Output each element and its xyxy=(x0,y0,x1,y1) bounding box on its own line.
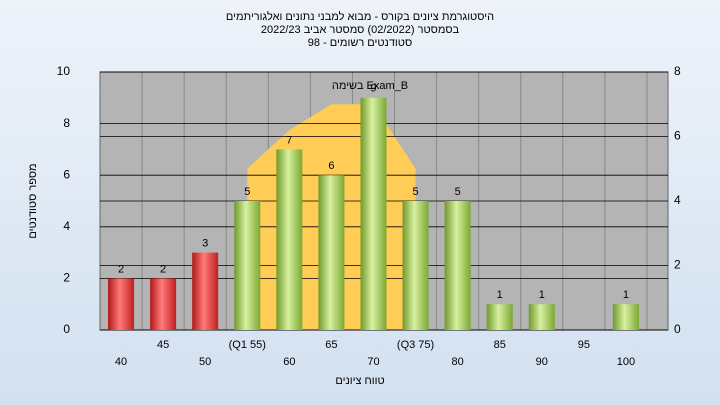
x-tick-label: 70 xyxy=(367,356,379,368)
value-label: 1 xyxy=(623,289,629,301)
bar xyxy=(234,201,261,330)
value-label: 6 xyxy=(328,160,334,172)
title-line: בסמסטר (02/2022) סמסטר אביב 2022/23 xyxy=(261,24,460,36)
x-axis-label: טווח ציונים xyxy=(335,375,384,387)
y2-tick-label: 2 xyxy=(674,258,681,272)
value-label: 1 xyxy=(539,289,545,301)
title-line: סטודנטים רשומים - 98 xyxy=(308,37,412,49)
x-tick-label: 90 xyxy=(536,356,548,368)
bar xyxy=(150,278,177,330)
value-label: 1 xyxy=(497,289,503,301)
bar xyxy=(486,304,513,330)
y-tick-label: 8 xyxy=(63,116,70,130)
title-line: היסטוגרמת ציונים בקורס - מבוא למבני נתונ… xyxy=(226,10,494,23)
y-axis-label: מספר סטודנטים xyxy=(27,163,39,238)
y2-tick-label: 8 xyxy=(674,64,681,78)
y-tick-label: 6 xyxy=(63,167,70,181)
y-tick-label: 0 xyxy=(63,322,70,336)
bar xyxy=(192,252,219,330)
bar xyxy=(108,278,135,330)
bar xyxy=(612,304,639,330)
y2-tick-label: 4 xyxy=(674,193,681,207)
value-label: 3 xyxy=(202,238,208,250)
bar xyxy=(276,149,303,330)
x-tick-label: 45 xyxy=(157,339,169,351)
annotation: בשימה Exam_B xyxy=(332,80,408,92)
value-label: 9 xyxy=(370,83,376,95)
x-tick-label: (Q3 75) xyxy=(397,339,434,351)
x-tick-label: 85 xyxy=(494,339,506,351)
bar xyxy=(444,201,471,330)
value-label: 2 xyxy=(160,263,166,275)
x-tick-label: 100 xyxy=(617,356,635,368)
x-tick-label: 60 xyxy=(283,356,295,368)
x-tick-label: 95 xyxy=(578,339,590,351)
y2-tick-label: 6 xyxy=(674,129,681,143)
value-label: 7 xyxy=(286,134,292,146)
bar xyxy=(318,175,345,330)
bar xyxy=(528,304,555,330)
value-label: 5 xyxy=(412,186,418,198)
x-tick-label: 65 xyxy=(325,339,337,351)
value-label: 2 xyxy=(118,263,124,275)
y-tick-label: 2 xyxy=(63,271,70,285)
value-label: 5 xyxy=(244,186,250,198)
x-tick-label: (Q1 55) xyxy=(229,339,266,351)
x-tick-label: 50 xyxy=(199,356,211,368)
x-tick-label: 40 xyxy=(115,356,127,368)
y-tick-label: 4 xyxy=(63,219,70,233)
x-tick-label: 80 xyxy=(452,356,464,368)
bar xyxy=(402,201,429,330)
y-tick-label: 10 xyxy=(57,64,71,78)
value-label: 5 xyxy=(455,186,461,198)
y2-tick-label: 0 xyxy=(674,322,681,336)
bar xyxy=(360,97,387,330)
